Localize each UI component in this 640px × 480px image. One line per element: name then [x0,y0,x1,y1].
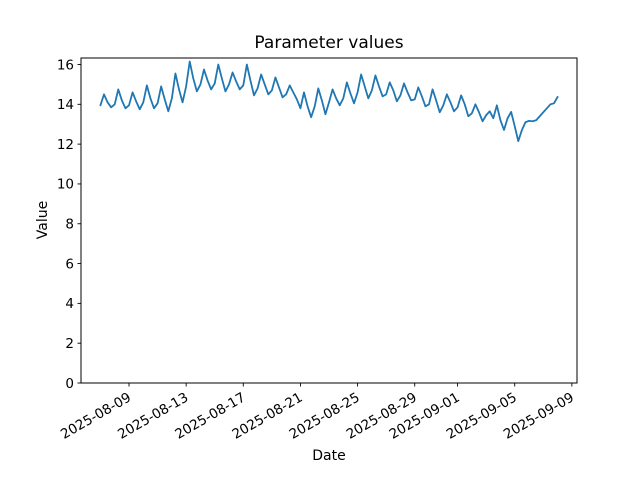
y-tick-label: 10 [57,177,74,193]
y-tick-label: 12 [57,137,74,153]
y-tick-label: 14 [57,97,74,113]
x-axis-label: Date [312,448,346,464]
axes-box [80,57,578,384]
y-axis-label: Value [35,200,51,240]
y-tick-label: 4 [65,296,74,312]
data-line [99,60,559,143]
y-tick-label: 6 [65,256,74,272]
y-tick-label: 0 [65,376,74,392]
y-tick-label: 16 [57,57,74,73]
y-tick-label: 2 [65,336,74,352]
y-tick-label: 8 [65,217,74,233]
chart-title: Parameter values [254,33,404,53]
